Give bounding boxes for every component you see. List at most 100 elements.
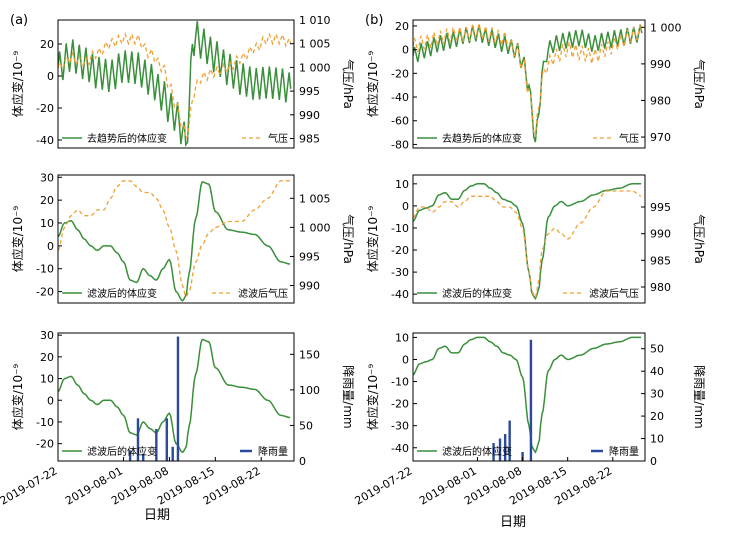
legend-label: 滤波后的体应变	[87, 287, 157, 300]
chart-b2: -40 -30 -20 -10 0 10 980 985 990 995 体应变/10⁻⁹ 气压/hP…	[365, 174, 707, 304]
legend-label: 滤波后气压	[238, 287, 288, 300]
y2-tick-label: 1 005	[299, 38, 331, 51]
y-tick-label: 30	[40, 329, 54, 342]
y-tick-label: -10	[36, 263, 54, 276]
y2-tick-label: 0	[650, 455, 657, 468]
panel-label-a: (a)	[10, 13, 28, 28]
y2-tick-label: 30	[650, 388, 664, 401]
legend-label: 气压	[268, 132, 288, 145]
y-tick-label: 0	[402, 200, 409, 213]
y-tick-label: 30	[40, 171, 54, 184]
y-tick-label: 10	[40, 373, 54, 386]
charts-group: -40 -20 0 20 985 990 995 1 000 1 005 1 010 体应变/10⁻…	[0, 14, 707, 508]
y-tick-label: -20	[36, 102, 54, 115]
y2-axis-label: 气压/hPa	[341, 214, 356, 264]
legend-label: 滤波后气压	[589, 287, 639, 300]
chart-b1: -80 -60 -40 -20 0 20 970 980 990 1 000 体应变/10⁻⁹ 气压/…	[365, 19, 707, 151]
x-axis-label-b: 日期	[500, 515, 526, 530]
y2-tick-label: 50	[299, 419, 313, 432]
y-tick-label: -40	[391, 288, 409, 301]
y2-tick-label: 980	[650, 94, 671, 107]
y-tick-label: -20	[391, 398, 409, 411]
y2-tick-label: 990	[299, 280, 320, 293]
y2-tick-label: 100	[299, 384, 320, 397]
rain-bar	[521, 452, 524, 461]
y2-tick-label: 985	[299, 133, 320, 146]
y2-tick-label: 1 005	[299, 192, 331, 205]
legend-label: 降雨量	[609, 445, 639, 458]
y2-tick-label: 150	[299, 348, 320, 361]
rain-bar	[165, 418, 169, 461]
x-tick-label: 2019-07-22	[0, 464, 59, 507]
y-tick-label: -80	[391, 138, 409, 151]
x-tick-label: 2019-07-22	[353, 464, 415, 507]
y-tick-label: 0	[47, 394, 54, 407]
plot-frame	[57, 332, 295, 462]
y-tick-label: -20	[36, 438, 54, 451]
y-tick-label: -20	[391, 67, 409, 80]
y2-axis-label: 降雨量/mm	[692, 365, 706, 428]
y-tick-label: -60	[391, 115, 409, 128]
y-tick-label: 0	[47, 240, 54, 253]
chart-a2: -20 -10 0 10 20 30 990 995 1 000 1 005 体应变/10⁻⁹ 气压/…	[10, 171, 356, 304]
y2-tick-label: 50	[650, 343, 664, 356]
y2-tick-label: 990	[299, 109, 320, 122]
y2-tick-label: 0	[299, 455, 306, 468]
y-tick-label: 20	[40, 194, 54, 207]
y-tick-label: -10	[391, 376, 409, 389]
y2-axis-label: 气压/hPa	[692, 59, 707, 109]
y-tick-label: -40	[391, 442, 409, 455]
y2-tick-label: 990	[650, 228, 671, 241]
rain-bar	[142, 453, 145, 461]
y-tick-label: 20	[40, 38, 54, 51]
legend-label: 去趋势后的体应变	[442, 132, 522, 145]
rain-bar	[508, 420, 511, 461]
y-tick-label: 20	[395, 20, 409, 33]
rain-bar	[529, 339, 533, 461]
y-tick-label: 10	[395, 178, 409, 191]
legend-label: 去趋势后的体应变	[87, 132, 167, 145]
rain-bar	[503, 434, 507, 461]
y2-tick-label: 1 000	[650, 21, 682, 34]
y-axis-label: 体应变/10⁻⁹	[10, 51, 25, 118]
pressure-line	[58, 32, 292, 141]
y-axis-label: 体应变/10⁻⁹	[365, 206, 380, 273]
strain-line	[58, 21, 292, 147]
plot-frame	[412, 174, 646, 304]
pressure-line	[58, 180, 291, 298]
chart-a1: -40 -20 0 20 985 990 995 1 000 1 005 1 010 体应变/10⁻…	[10, 14, 356, 149]
y2-tick-label: 10	[650, 433, 664, 446]
rain-bar	[492, 443, 495, 461]
y2-tick-label: 20	[650, 410, 664, 423]
y-tick-label: -40	[391, 91, 409, 104]
y-tick-label: 0	[402, 353, 409, 366]
y2-tick-label: 1 000	[299, 61, 331, 74]
y2-tick-label: 995	[650, 201, 671, 214]
y2-tick-label: 980	[650, 281, 671, 294]
y-axis-label: 体应变/10⁻⁹	[365, 364, 380, 431]
legend-label: 降雨量	[258, 445, 288, 458]
y-tick-label: -40	[36, 134, 54, 147]
rain-bar	[136, 418, 140, 461]
legend-label: 滤波后的体应变	[442, 287, 512, 300]
y-tick-label: 20	[40, 351, 54, 364]
y-axis-label: 体应变/10⁻⁹	[10, 206, 25, 273]
pressure-line	[413, 190, 642, 300]
y-tick-label: -30	[391, 420, 409, 433]
y-tick-label: -10	[36, 416, 54, 429]
y2-tick-label: 995	[299, 85, 320, 98]
y2-axis-label: 气压/hPa	[692, 214, 707, 264]
y-tick-label: 10	[395, 331, 409, 344]
y2-tick-label: 990	[650, 58, 671, 71]
x-axis-label-a: 日期	[144, 508, 170, 523]
y2-axis-label: 降雨量/mm	[341, 365, 355, 428]
strain-line	[58, 181, 291, 302]
rain-bar	[155, 429, 158, 461]
rain-bar	[128, 450, 132, 461]
y2-tick-label: 995	[299, 250, 320, 263]
y-tick-label: 0	[47, 70, 54, 83]
strain-line	[413, 336, 642, 454]
plot-frame	[57, 174, 295, 304]
